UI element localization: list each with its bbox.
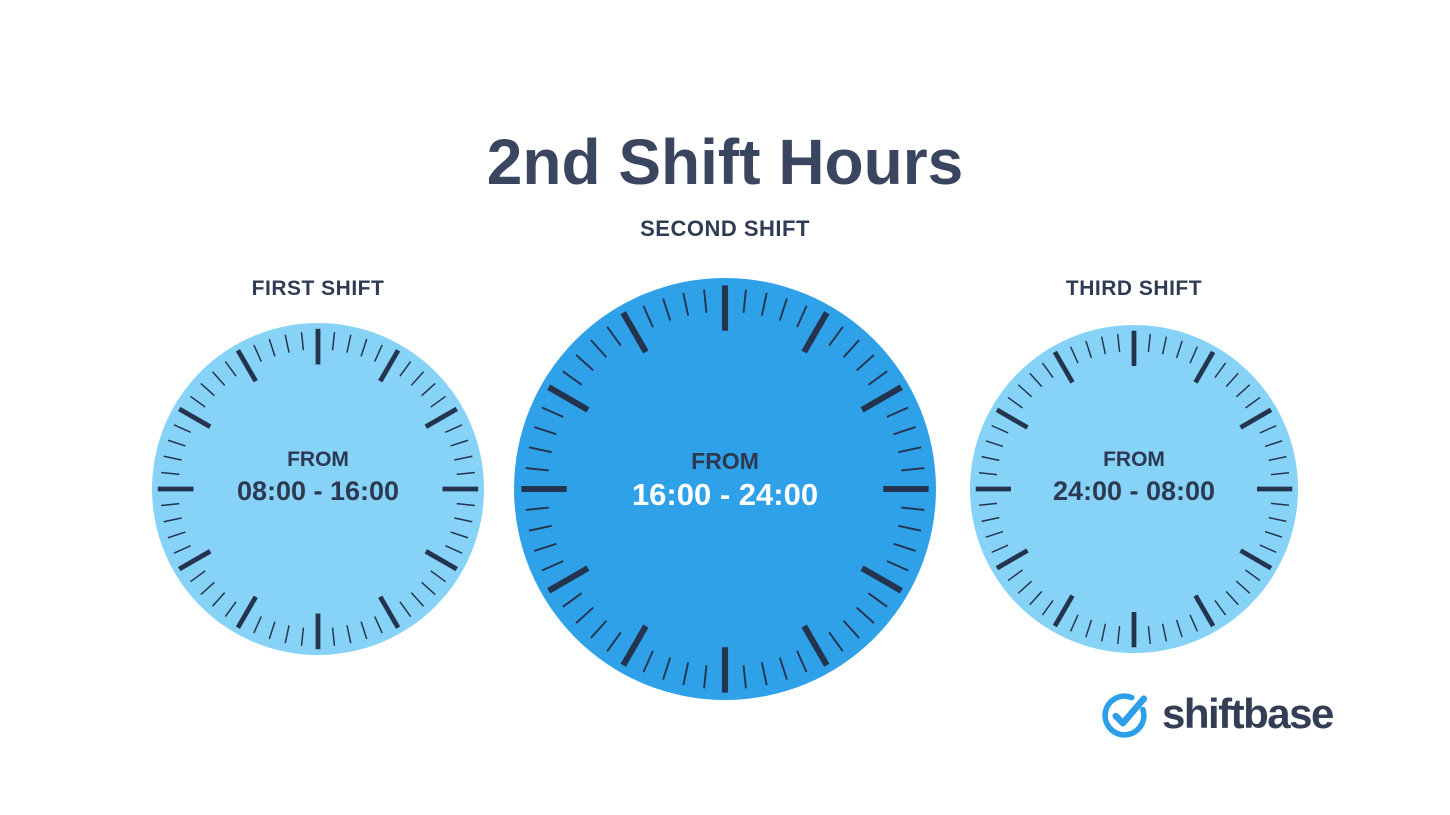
shiftbase-logo: shiftbase bbox=[1098, 684, 1334, 744]
clock-check-icon bbox=[1102, 692, 1148, 738]
clock-second-shift: FROM 16:00 - 24:00 bbox=[514, 278, 936, 700]
clock-label-second-shift: SECOND SHIFT bbox=[640, 216, 810, 241]
clock-label-first-shift: FIRST SHIFT bbox=[251, 277, 385, 300]
page-title: 2nd Shift Hours bbox=[486, 125, 964, 198]
clock-label-third-shift: THIRD SHIFT bbox=[1065, 277, 1203, 300]
clock-face-icon bbox=[970, 325, 1298, 653]
clock-third-shift: FROM 24:00 - 08:00 bbox=[970, 325, 1298, 653]
clock-face-icon bbox=[152, 323, 484, 655]
clock-face-icon bbox=[514, 278, 936, 700]
shiftbase-logo-text: shiftbase bbox=[1162, 690, 1334, 737]
clock-first-shift: FROM 08:00 - 16:00 bbox=[152, 323, 484, 655]
